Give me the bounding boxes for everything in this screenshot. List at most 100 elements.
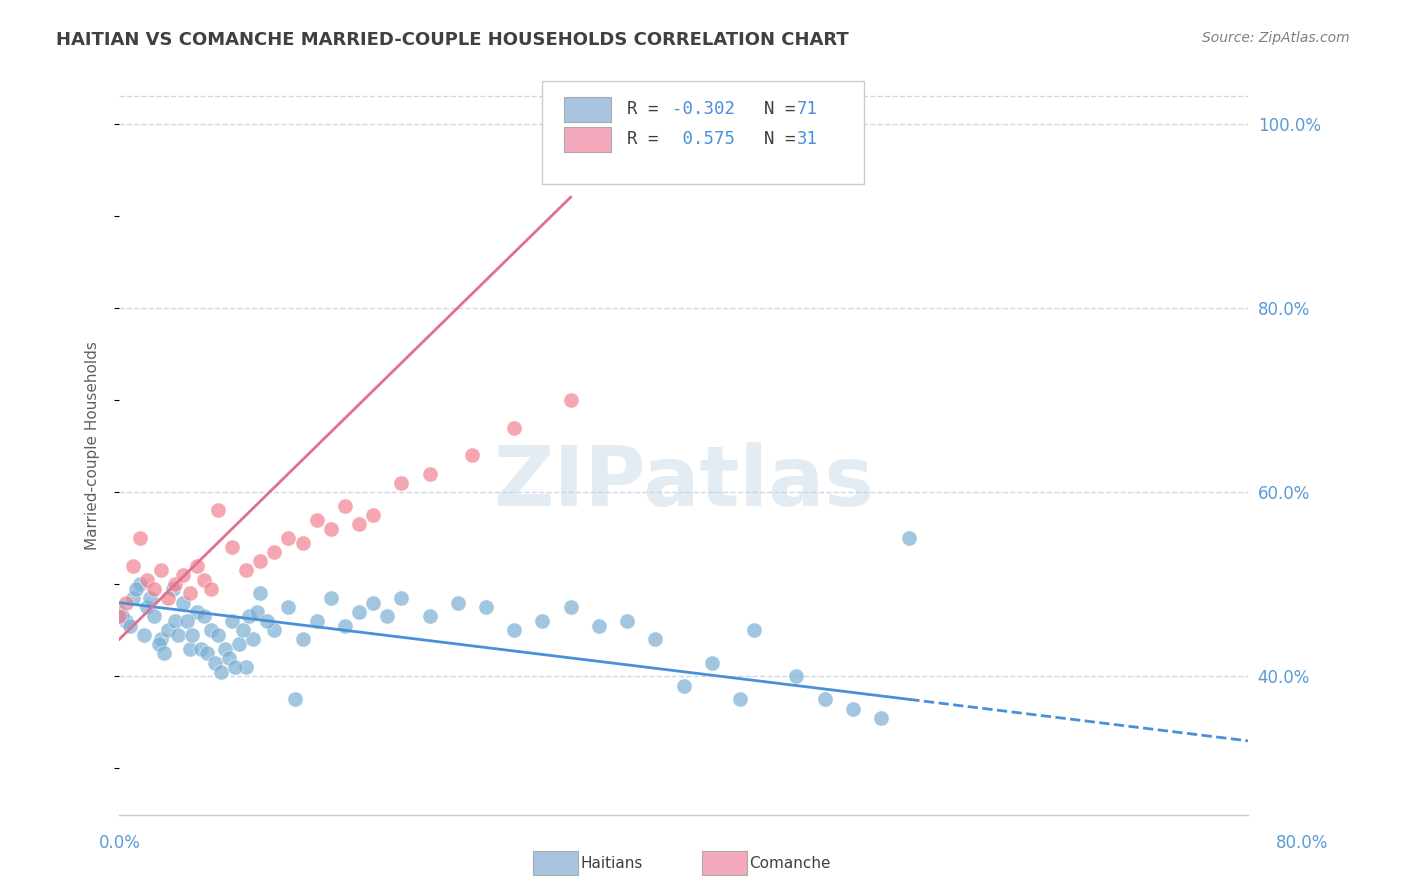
Text: N =: N =: [744, 100, 807, 118]
Point: [319, 522, 342, 536]
Point: [898, 531, 921, 545]
Point: [870, 711, 893, 725]
Point: [700, 656, 723, 670]
Point: [139, 591, 162, 605]
Point: [179, 641, 201, 656]
Point: [616, 614, 638, 628]
Text: N =: N =: [744, 129, 807, 147]
Y-axis label: Married-couple Households: Married-couple Households: [86, 342, 100, 550]
Point: [129, 577, 152, 591]
Point: [242, 632, 264, 647]
Point: [108, 609, 131, 624]
Point: [235, 660, 257, 674]
FancyBboxPatch shape: [564, 127, 612, 152]
Point: [228, 637, 250, 651]
Point: [475, 600, 498, 615]
Point: [186, 558, 208, 573]
Point: [136, 573, 159, 587]
Point: [143, 582, 166, 596]
Point: [418, 467, 440, 481]
Point: [291, 535, 314, 549]
Point: [193, 573, 215, 587]
Text: 0.575: 0.575: [672, 129, 735, 147]
Point: [232, 624, 254, 638]
Text: Haitians: Haitians: [581, 856, 643, 871]
Text: 31: 31: [796, 129, 817, 147]
Point: [209, 665, 232, 679]
Point: [193, 609, 215, 624]
Point: [157, 624, 180, 638]
Point: [742, 624, 765, 638]
Point: [842, 701, 865, 715]
Point: [291, 632, 314, 647]
Point: [560, 392, 582, 407]
Point: [200, 624, 222, 638]
Point: [176, 614, 198, 628]
Point: [418, 609, 440, 624]
Point: [305, 513, 328, 527]
Point: [148, 637, 170, 651]
Point: [389, 591, 412, 605]
Point: [207, 628, 229, 642]
Point: [200, 582, 222, 596]
Point: [347, 605, 370, 619]
Point: [277, 600, 299, 615]
Text: 80.0%: 80.0%: [1277, 834, 1329, 852]
Point: [122, 558, 145, 573]
Point: [179, 586, 201, 600]
Point: [531, 614, 554, 628]
Point: [157, 591, 180, 605]
Point: [153, 646, 176, 660]
Point: [221, 614, 243, 628]
Point: [134, 628, 156, 642]
Point: [150, 632, 173, 647]
Point: [172, 568, 194, 582]
Point: [461, 448, 484, 462]
Text: R =: R =: [627, 129, 669, 147]
Point: [246, 605, 269, 619]
Point: [221, 541, 243, 555]
Point: [181, 628, 204, 642]
Point: [644, 632, 666, 647]
Point: [389, 475, 412, 490]
Point: [190, 641, 212, 656]
Point: [224, 660, 246, 674]
Text: -0.302: -0.302: [672, 100, 735, 118]
Point: [204, 656, 226, 670]
Point: [218, 651, 240, 665]
Point: [319, 591, 342, 605]
Point: [108, 605, 131, 619]
Point: [172, 596, 194, 610]
Point: [249, 554, 271, 568]
Point: [207, 503, 229, 517]
Point: [375, 609, 398, 624]
Point: [111, 609, 134, 624]
Point: [785, 669, 807, 683]
Point: [814, 692, 837, 706]
Point: [333, 499, 356, 513]
Text: R =: R =: [627, 100, 669, 118]
Point: [214, 641, 236, 656]
FancyBboxPatch shape: [564, 97, 612, 122]
Point: [305, 614, 328, 628]
FancyBboxPatch shape: [543, 81, 865, 185]
Point: [129, 531, 152, 545]
Point: [503, 420, 526, 434]
Point: [672, 679, 695, 693]
Point: [115, 614, 138, 628]
Point: [728, 692, 751, 706]
Point: [165, 577, 187, 591]
Text: 0.0%: 0.0%: [98, 834, 141, 852]
Point: [195, 646, 218, 660]
Point: [249, 586, 271, 600]
Text: Source: ZipAtlas.com: Source: ZipAtlas.com: [1202, 31, 1350, 45]
Point: [361, 596, 384, 610]
Point: [125, 582, 148, 596]
Point: [136, 600, 159, 615]
Point: [256, 614, 278, 628]
Point: [588, 618, 610, 632]
Text: Comanche: Comanche: [749, 856, 831, 871]
Point: [263, 545, 285, 559]
Point: [361, 508, 384, 522]
Point: [347, 517, 370, 532]
